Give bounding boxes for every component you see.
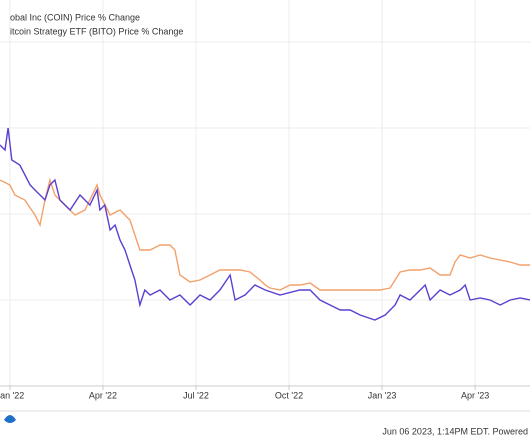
x-tick-label: Jul '22 [183,390,209,400]
legend-entry: obal Inc (COIN) Price % Change [10,12,140,22]
legend-entry: itcoin Strategy ETF (BITO) Price % Chang… [10,26,183,36]
logo [4,415,16,423]
x-tick-label: Apr '23 [461,390,489,400]
x-tick-label: Jan '22 [0,390,24,400]
x-tick-label: Jan '23 [368,390,397,400]
x-tick-label: Apr '22 [89,390,117,400]
footer: Jun 06 2023, 1:14PM EDT. Powered [382,426,528,436]
x-tick-label: Oct '22 [275,390,303,400]
series-line [0,127,530,321]
